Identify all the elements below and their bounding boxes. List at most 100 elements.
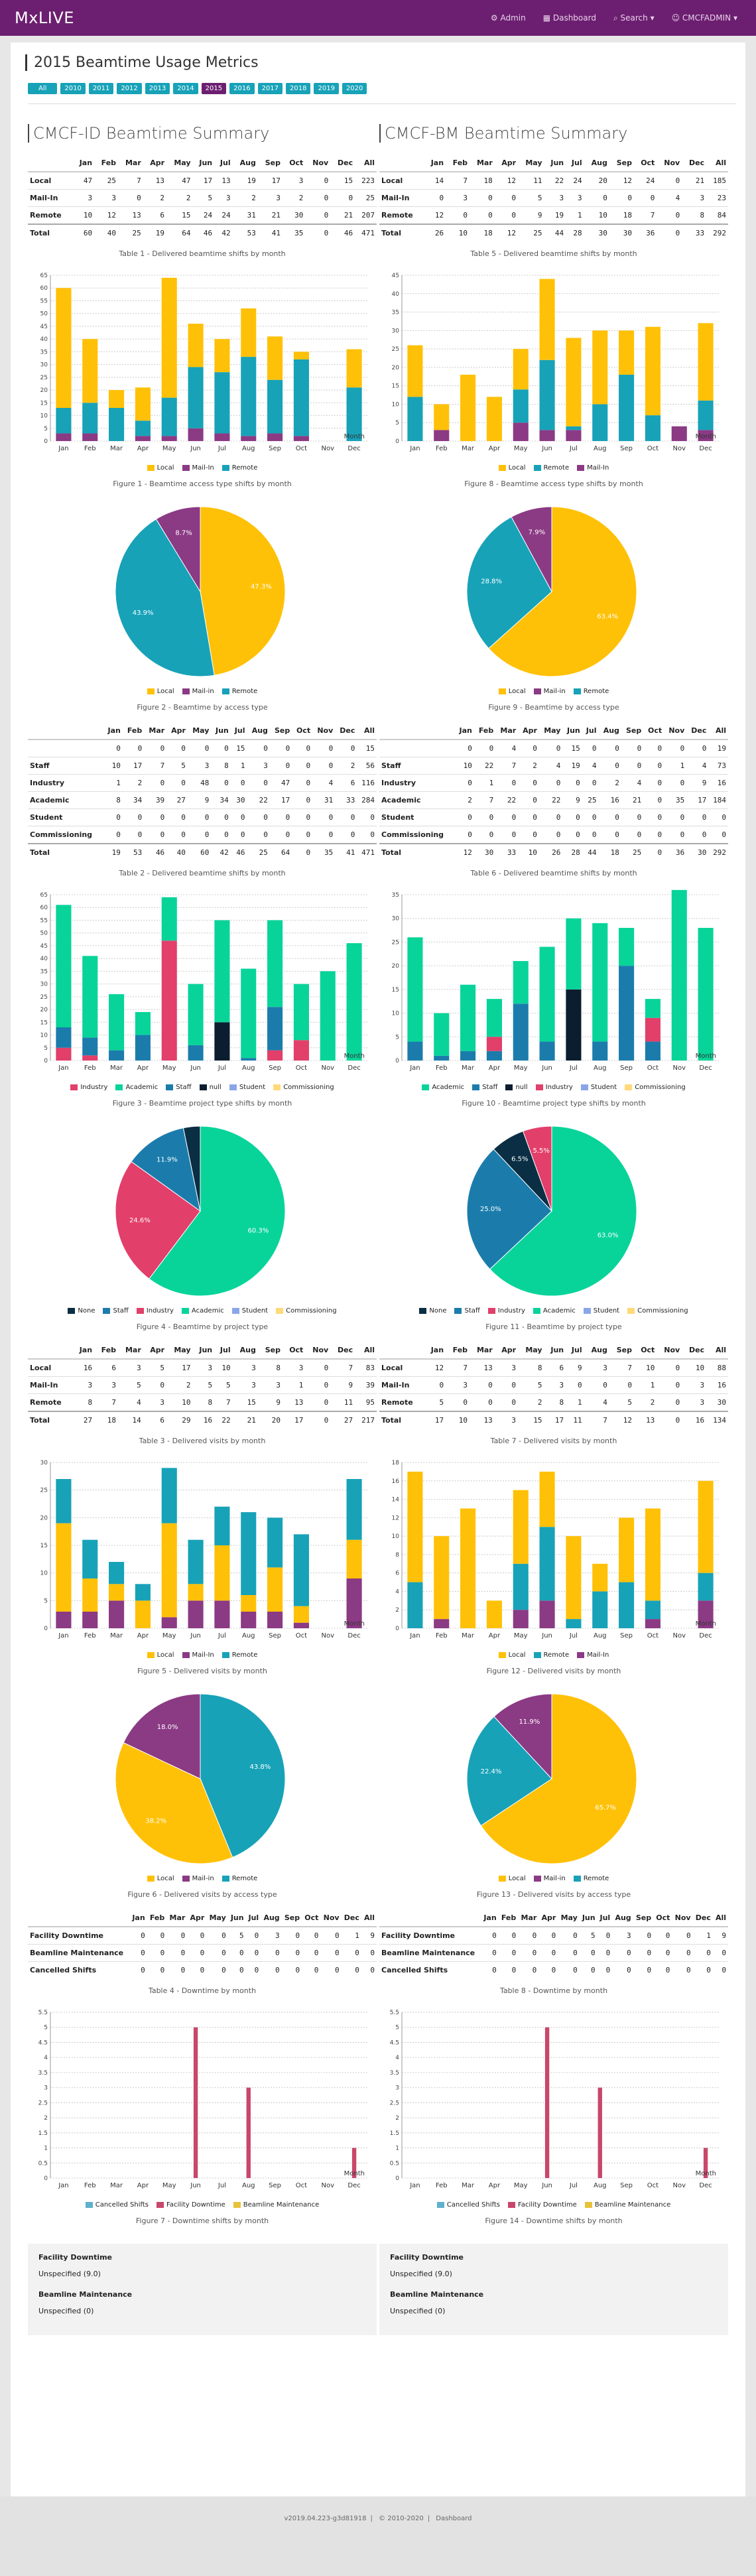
bar-segment[interactable] bbox=[82, 433, 98, 441]
legend-item[interactable]: Staff bbox=[454, 1307, 480, 1315]
bar-segment[interactable] bbox=[214, 1600, 230, 1628]
bar-segment[interactable] bbox=[539, 279, 555, 360]
bar-segment[interactable] bbox=[486, 1037, 502, 1051]
bar-segment[interactable] bbox=[539, 359, 555, 430]
bar-segment[interactable] bbox=[267, 920, 283, 1007]
legend-item[interactable]: Facility Downtime bbox=[508, 2201, 577, 2209]
bar-segment[interactable] bbox=[592, 330, 608, 405]
bar-segment[interactable] bbox=[460, 1508, 476, 1628]
bar-segment[interactable] bbox=[346, 1479, 362, 1540]
bar-segment[interactable] bbox=[434, 430, 450, 441]
bar-segment[interactable] bbox=[214, 433, 230, 441]
bar-segment[interactable] bbox=[566, 1536, 582, 1620]
bar-segment[interactable] bbox=[539, 946, 555, 1042]
legend-item[interactable]: Industry bbox=[535, 1084, 573, 1091]
bar-segment[interactable] bbox=[82, 956, 98, 1038]
bar-segment[interactable] bbox=[407, 397, 423, 441]
legend-item[interactable]: Remote bbox=[573, 1875, 609, 1882]
bar-segment[interactable] bbox=[513, 1490, 529, 1564]
bar-segment[interactable] bbox=[214, 372, 230, 434]
bar-segment[interactable] bbox=[566, 430, 582, 441]
bar-segment[interactable] bbox=[241, 1595, 257, 1612]
bar-segment[interactable] bbox=[193, 2027, 198, 2178]
legend-item[interactable]: Student bbox=[580, 1084, 617, 1091]
bar-segment[interactable] bbox=[56, 1479, 72, 1523]
bar-segment[interactable] bbox=[513, 389, 529, 423]
bar-segment[interactable] bbox=[267, 1050, 283, 1061]
bar-segment[interactable] bbox=[698, 430, 714, 441]
bar-segment[interactable] bbox=[645, 1600, 661, 1620]
bar-segment[interactable] bbox=[241, 357, 257, 436]
bar-segment[interactable] bbox=[161, 436, 177, 441]
bar-segment[interactable] bbox=[671, 889, 687, 1061]
bar-segment[interactable] bbox=[161, 897, 177, 941]
bar-segment[interactable] bbox=[56, 1612, 72, 1628]
nav-admin[interactable]: ⚙ Admin bbox=[490, 13, 526, 23]
bar-segment[interactable] bbox=[407, 1471, 423, 1582]
legend-item[interactable]: Local bbox=[498, 1875, 526, 1882]
bar-segment[interactable] bbox=[460, 375, 476, 441]
pie-slice[interactable] bbox=[466, 516, 552, 649]
pie-slice[interactable] bbox=[511, 506, 552, 592]
bar-segment[interactable] bbox=[619, 966, 635, 1061]
bar-segment[interactable] bbox=[82, 1539, 98, 1578]
bar-segment[interactable] bbox=[645, 1041, 661, 1061]
bar-segment[interactable] bbox=[214, 920, 230, 1023]
bar-segment[interactable] bbox=[645, 326, 661, 416]
pie-slice[interactable] bbox=[493, 1693, 552, 1780]
nav-dashboard[interactable]: ▦ Dashboard bbox=[542, 13, 596, 23]
legend-item[interactable]: Mail-in bbox=[182, 688, 214, 695]
year-button-2010[interactable]: 2010 bbox=[60, 83, 86, 94]
legend-item[interactable]: Staff bbox=[103, 1307, 129, 1315]
pie-slice[interactable] bbox=[115, 1161, 201, 1279]
bar-segment[interactable] bbox=[135, 1011, 151, 1035]
bar-segment[interactable] bbox=[293, 436, 309, 441]
bar-segment[interactable] bbox=[566, 426, 582, 430]
bar-segment[interactable] bbox=[566, 918, 582, 990]
bar-segment[interactable] bbox=[161, 1617, 177, 1628]
bar-segment[interactable] bbox=[407, 1582, 423, 1628]
bar-segment[interactable] bbox=[486, 999, 502, 1037]
bar-segment[interactable] bbox=[82, 403, 98, 434]
bar-segment[interactable] bbox=[619, 1582, 635, 1628]
legend-item[interactable]: Local bbox=[147, 1875, 174, 1882]
legend-item[interactable]: Staff bbox=[472, 1084, 497, 1091]
bar-segment[interactable] bbox=[293, 359, 309, 436]
legend-item[interactable]: Industry bbox=[136, 1307, 174, 1315]
year-button-2020[interactable]: 2020 bbox=[342, 83, 367, 94]
bar-segment[interactable] bbox=[566, 1619, 582, 1628]
legend-item[interactable]: Industry bbox=[487, 1307, 525, 1315]
bar-segment[interactable] bbox=[407, 345, 423, 397]
bar-segment[interactable] bbox=[434, 1536, 450, 1620]
bar-segment[interactable] bbox=[56, 288, 72, 408]
legend-item[interactable]: Mail-In bbox=[182, 464, 214, 472]
pie-slice[interactable] bbox=[131, 1127, 201, 1212]
bar-segment[interactable] bbox=[539, 1600, 555, 1628]
bar-segment[interactable] bbox=[188, 984, 204, 1045]
year-button-2018[interactable]: 2018 bbox=[286, 83, 311, 94]
bar-segment[interactable] bbox=[267, 1567, 283, 1612]
bar-segment[interactable] bbox=[161, 1468, 177, 1523]
year-button-2013[interactable]: 2013 bbox=[145, 83, 170, 94]
legend-item[interactable]: Mail-In bbox=[577, 1651, 609, 1659]
bar-segment[interactable] bbox=[645, 1619, 661, 1628]
bar-segment[interactable] bbox=[109, 1600, 125, 1628]
bar-segment[interactable] bbox=[82, 1612, 98, 1628]
bar-segment[interactable] bbox=[109, 390, 125, 408]
bar-segment[interactable] bbox=[619, 1517, 635, 1582]
legend-item[interactable]: None bbox=[419, 1307, 446, 1315]
year-button-2017[interactable]: 2017 bbox=[257, 83, 283, 94]
legend-item[interactable]: Staff bbox=[166, 1084, 192, 1091]
legend-item[interactable]: Remote bbox=[221, 464, 257, 472]
bar-segment[interactable] bbox=[486, 1051, 502, 1061]
legend-item[interactable]: None bbox=[68, 1307, 95, 1315]
bar-segment[interactable] bbox=[161, 397, 177, 436]
bar-segment[interactable] bbox=[598, 2087, 602, 2178]
bar-segment[interactable] bbox=[592, 1041, 608, 1061]
year-button-2014[interactable]: 2014 bbox=[173, 83, 198, 94]
bar-segment[interactable] bbox=[109, 1562, 125, 1584]
bar-segment[interactable] bbox=[214, 1506, 230, 1545]
bar-segment[interactable] bbox=[293, 1040, 309, 1061]
bar-segment[interactable] bbox=[351, 2148, 357, 2178]
legend-item[interactable]: Remote bbox=[533, 464, 569, 472]
